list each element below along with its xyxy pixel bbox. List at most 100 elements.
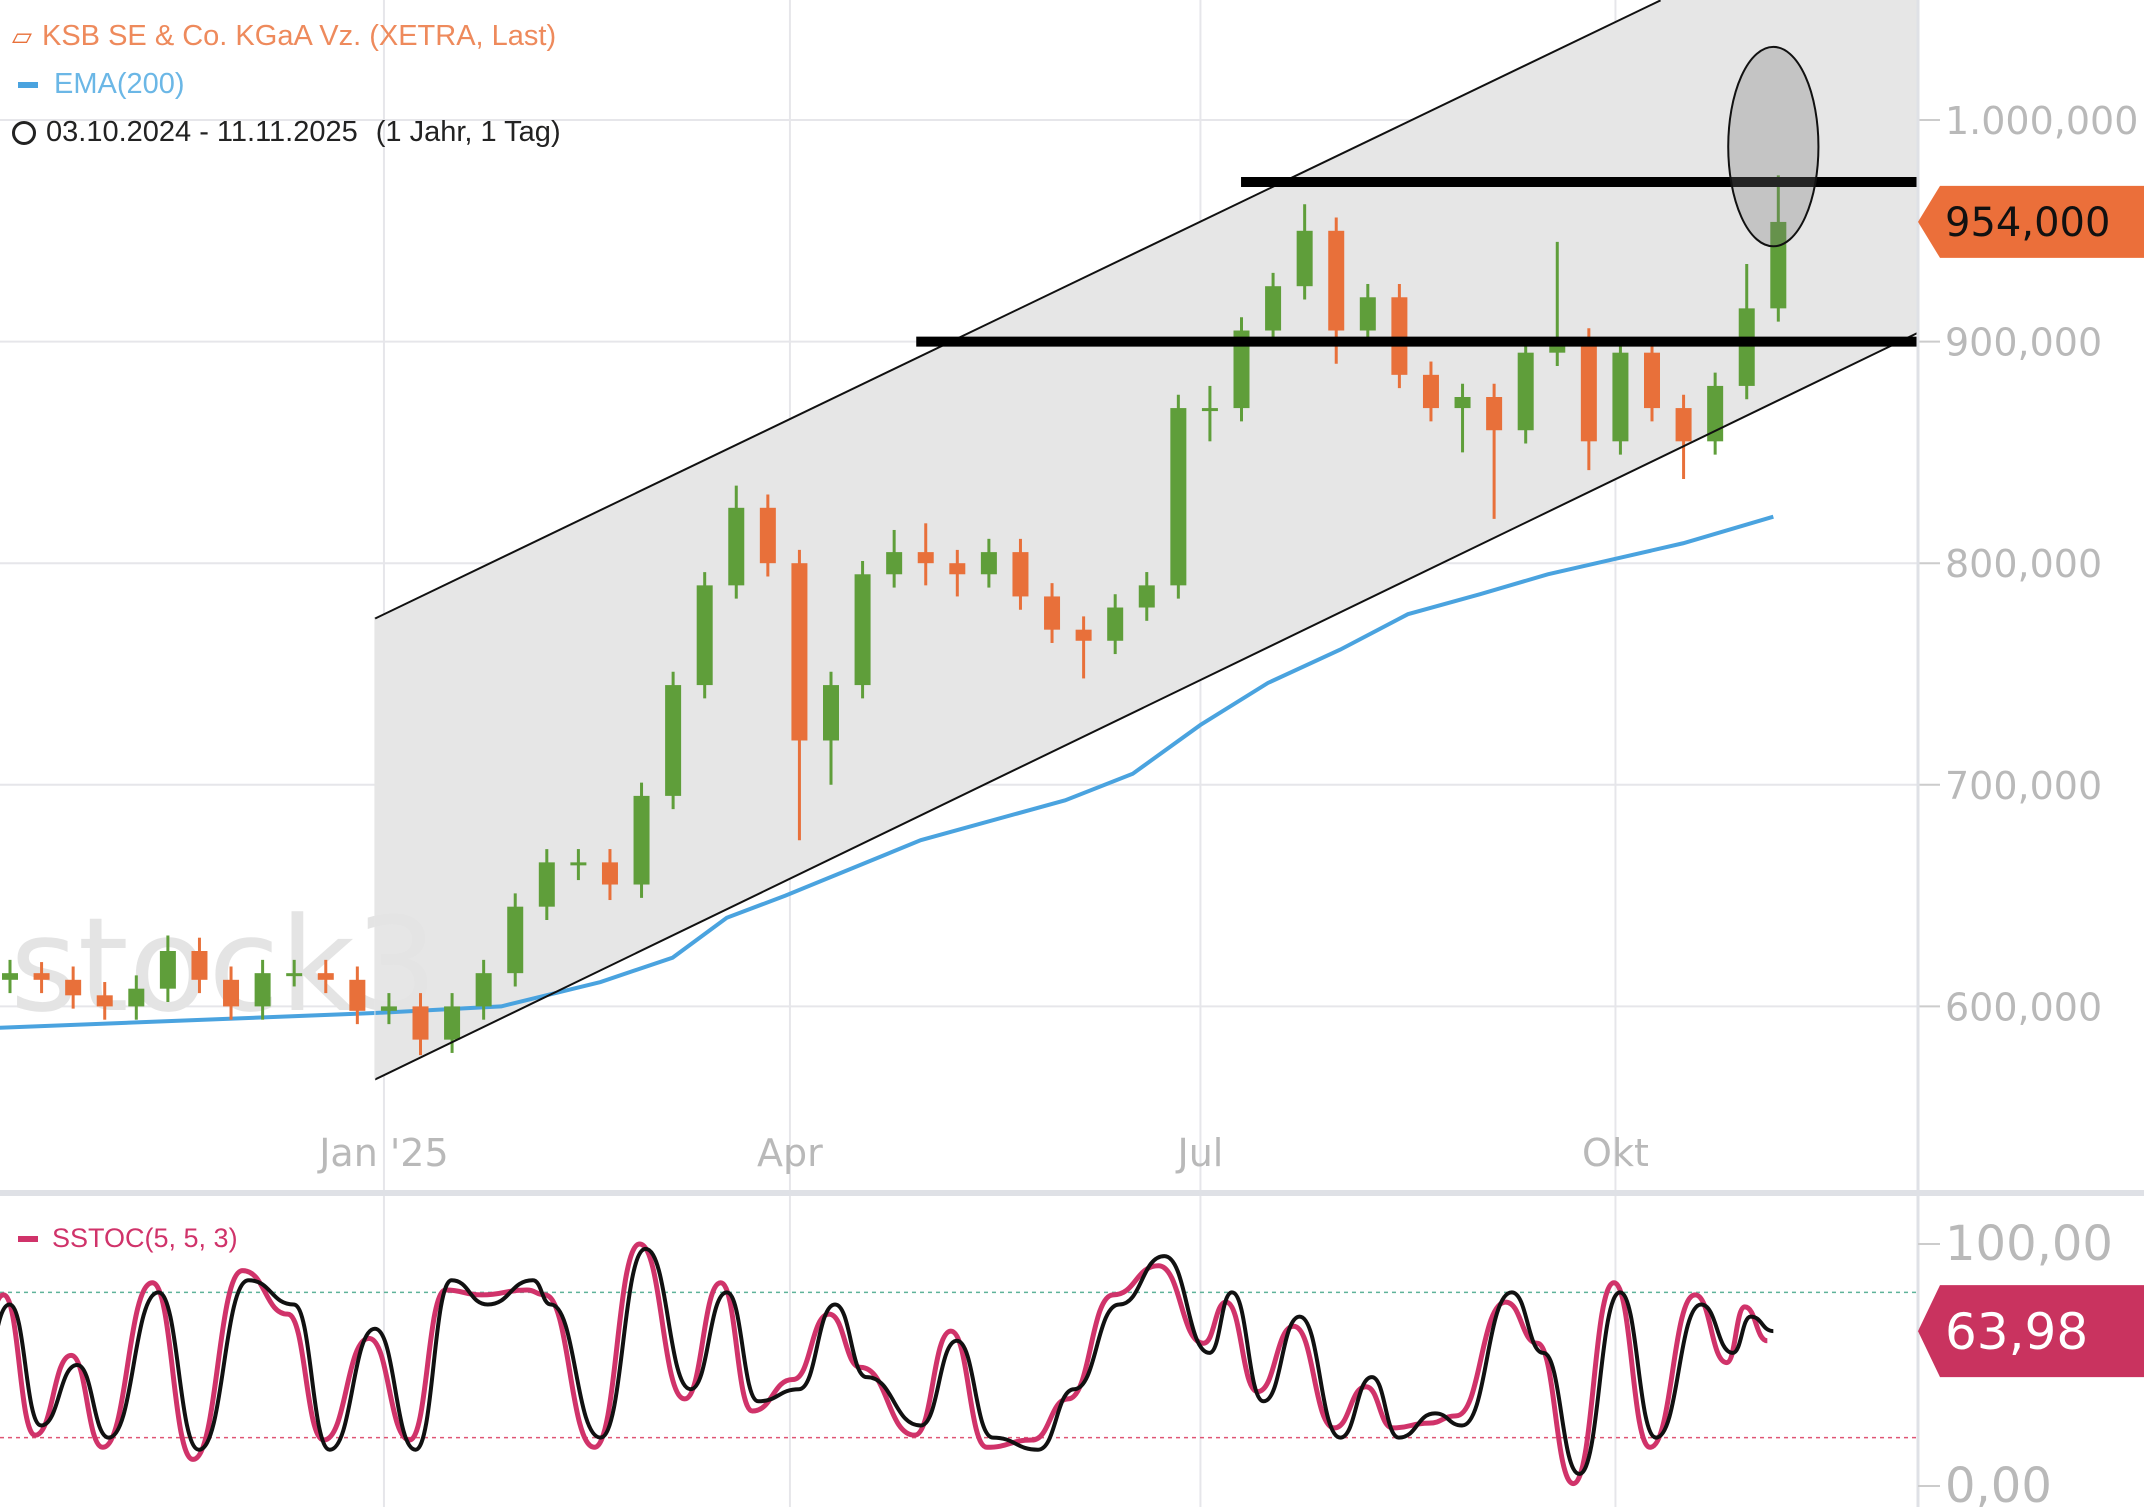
candle [1454, 383, 1471, 453]
candle-body [1391, 297, 1408, 375]
candle-body [1012, 552, 1029, 597]
candle [1644, 339, 1661, 422]
stoch-tick-label: 100,00 [1945, 1216, 2113, 1272]
x-tick-label: Apr [757, 1131, 823, 1175]
candle [886, 529, 903, 588]
candle-body [1549, 341, 1566, 353]
last-price-badge [1918, 185, 2144, 258]
stoch-label: SSTOC(5, 5, 3) [52, 1223, 238, 1253]
candle [1138, 572, 1155, 621]
candle [1391, 283, 1408, 389]
candle [1359, 283, 1376, 344]
candle-body [1233, 330, 1250, 409]
candle-body [917, 552, 934, 564]
candle-body [65, 979, 82, 996]
candle [223, 966, 240, 1020]
candle-body [791, 563, 808, 741]
candle-body [1170, 408, 1187, 586]
candle-body [759, 507, 776, 564]
candle-body [254, 973, 271, 1007]
stoch-tick-label: 0,00 [1945, 1458, 2052, 1507]
candle-body [1738, 308, 1755, 386]
legend-ema: EMA(200) [12, 68, 185, 101]
candle [854, 560, 871, 699]
candle [191, 937, 208, 994]
candle-body [191, 951, 208, 980]
stoch-fast-line [0, 1241, 1769, 1487]
candle-body [728, 507, 745, 586]
candle [2, 959, 18, 994]
channel-lower-line [374, 331, 1919, 1081]
candle-body [823, 685, 840, 741]
candle [159, 935, 176, 1002]
candle-body [696, 585, 713, 686]
candle-body [1644, 352, 1661, 409]
date-range[interactable]: 03.10.2024 - 11.11.2025 [46, 116, 358, 148]
instrument-label: KSB SE & Co. KGaA Vz. (XETRA, Last) [42, 20, 557, 52]
legend-stoch: SSTOC(5, 5, 3) [12, 1223, 238, 1254]
candle [823, 671, 840, 785]
candle-body [1486, 397, 1503, 431]
candle-body [317, 973, 334, 980]
candle-body [2, 973, 18, 980]
candlestick-icon: ▱ [12, 21, 32, 51]
candle-body [96, 995, 113, 1007]
candle [696, 572, 713, 699]
candle [507, 893, 524, 987]
candle-body [475, 973, 492, 1007]
candle [1612, 339, 1629, 455]
candle [65, 966, 82, 1009]
candle [349, 966, 366, 1025]
candle-body [1296, 230, 1313, 287]
range-detail: (1 Jahr, 1 Tag) [375, 116, 561, 148]
candle [286, 959, 303, 987]
stoch-slow-line [0, 1246, 1774, 1476]
candle-body [1517, 352, 1534, 431]
candle-body [1075, 629, 1092, 641]
candle-body [1107, 607, 1124, 641]
candle [380, 993, 397, 1025]
highlight-ellipse [1727, 45, 1820, 248]
candle [759, 494, 776, 577]
candle-body [980, 552, 997, 575]
candle-body [507, 906, 524, 974]
candle-body [1707, 385, 1724, 442]
stochastic-pane: 100,00 0,00 63,98 [0, 1216, 2144, 1507]
candle-body [159, 951, 176, 989]
candle-body [570, 862, 587, 866]
y-tick-label: 1.000,000 [1945, 99, 2138, 143]
candle [475, 959, 492, 1020]
candle [1296, 204, 1313, 300]
candle-body [538, 862, 555, 907]
ema-200-line [0, 514, 1774, 1030]
channel-upper-line [374, 0, 1661, 620]
candle [917, 523, 934, 586]
annotations [374, 0, 1919, 1081]
legend-range: 03.10.2024 - 11.11.2025 (1 Jahr, 1 Tag) [12, 116, 561, 149]
candle [1012, 538, 1029, 610]
stoch-value-badge [1918, 1285, 2144, 1378]
candle [1170, 394, 1187, 599]
candle [601, 849, 618, 901]
trend-channel-fill [374, 0, 1918, 1080]
candle [1201, 385, 1218, 442]
candle-body [444, 1006, 461, 1040]
candle [1044, 583, 1061, 643]
ema-200-path [0, 514, 1774, 1030]
ema-label: EMA(200) [54, 68, 185, 100]
x-tick-label: Okt [1582, 1131, 1649, 1175]
candle-body [1675, 408, 1692, 442]
candle [412, 993, 429, 1056]
candle [1075, 616, 1092, 679]
candle [1517, 339, 1534, 444]
watermark: stock3 [10, 889, 438, 1041]
candle-body [1328, 230, 1345, 331]
candle [728, 485, 745, 599]
pane-separator [0, 1190, 2144, 1196]
candle-body [1265, 286, 1282, 331]
candle [980, 538, 997, 588]
last-price-label: 954,000 [1945, 200, 2110, 246]
x-tick-label: Jul [1176, 1131, 1224, 1175]
candle-body [1138, 585, 1155, 608]
